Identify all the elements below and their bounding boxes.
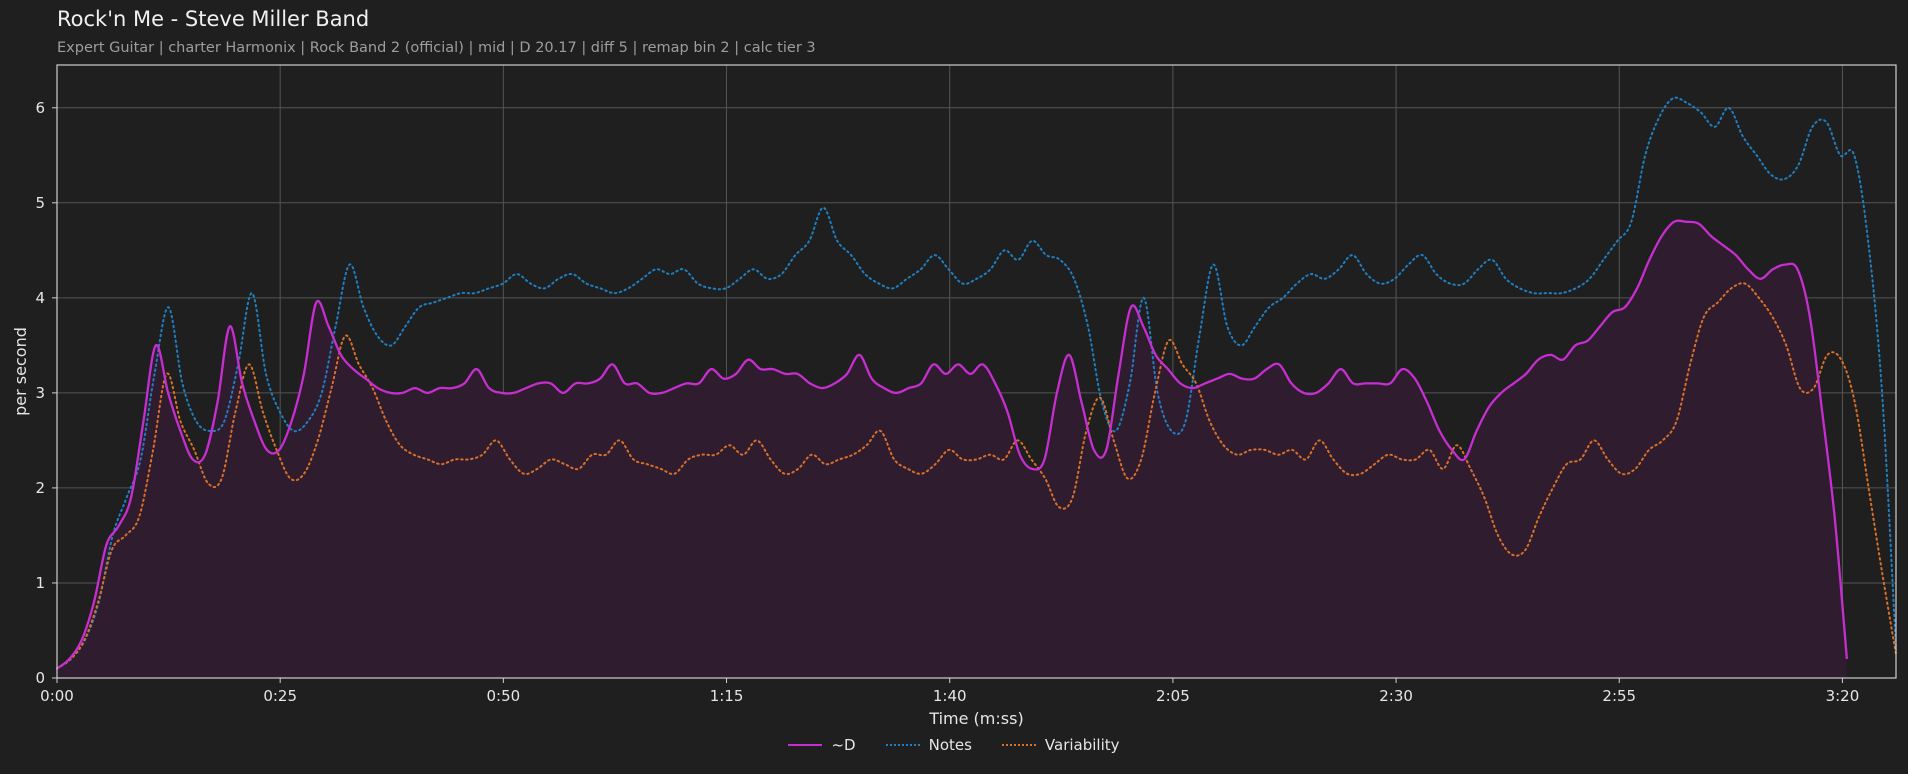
x-tick-label: 3:20 xyxy=(1826,687,1860,705)
y-axis: 0 1 2 3 4 5 6 xyxy=(35,99,57,687)
legend-swatch-d xyxy=(788,744,823,746)
legend-swatch-variability xyxy=(1001,744,1036,746)
x-tick-label: 2:55 xyxy=(1602,687,1636,705)
x-tick-label: 1:40 xyxy=(933,687,967,705)
x-tick-label: 0:50 xyxy=(487,687,521,705)
y-tick-label: 0 xyxy=(35,669,45,687)
x-tick-label: 0:25 xyxy=(263,687,297,705)
chart-subtitle: Expert Guitar | charter Harmonix | Rock … xyxy=(57,40,816,56)
y-tick-label: 5 xyxy=(35,194,45,212)
legend-label-d: ~D xyxy=(831,736,856,754)
x-tick-label: 1:15 xyxy=(710,687,744,705)
legend-item-variability: Variability xyxy=(1001,736,1120,754)
d-area-fill xyxy=(57,220,1847,678)
legend: ~D Notes Variability xyxy=(0,736,1908,754)
y-tick-label: 6 xyxy=(35,99,45,117)
x-axis-label: Time (m:ss) xyxy=(928,709,1023,728)
chart-title: Rock'n Me - Steve Miller Band xyxy=(57,7,370,31)
d-line xyxy=(56,219,1849,670)
line-chart: 0:00 0:25 0:50 1:15 1:40 2:05 2:30 2:55 3:20 0 1 2… xyxy=(11,64,1897,728)
y-tick-label: 3 xyxy=(35,384,45,402)
y-tick-label: 4 xyxy=(35,289,45,307)
legend-item-d: ~D xyxy=(788,736,856,754)
variability-line xyxy=(56,282,1897,670)
notes-line xyxy=(56,96,1897,670)
legend-swatch-notes xyxy=(885,744,920,746)
x-axis: 0:00 0:25 0:50 1:15 1:40 2:05 2:30 2:55 3:20 xyxy=(40,678,1859,705)
x-tick-label: 0:00 xyxy=(40,687,74,705)
legend-label-variability: Variability xyxy=(1044,736,1120,754)
legend-label-notes: Notes xyxy=(928,736,972,754)
y-axis-label: per second xyxy=(11,327,30,416)
x-tick-label: 2:30 xyxy=(1379,687,1413,705)
y-tick-label: 2 xyxy=(35,479,45,497)
plot-frame xyxy=(56,64,1897,679)
series-layer xyxy=(56,96,1897,678)
y-tick-label: 1 xyxy=(35,574,45,592)
x-tick-label: 2:05 xyxy=(1156,687,1190,705)
legend-item-notes: Notes xyxy=(885,736,972,754)
